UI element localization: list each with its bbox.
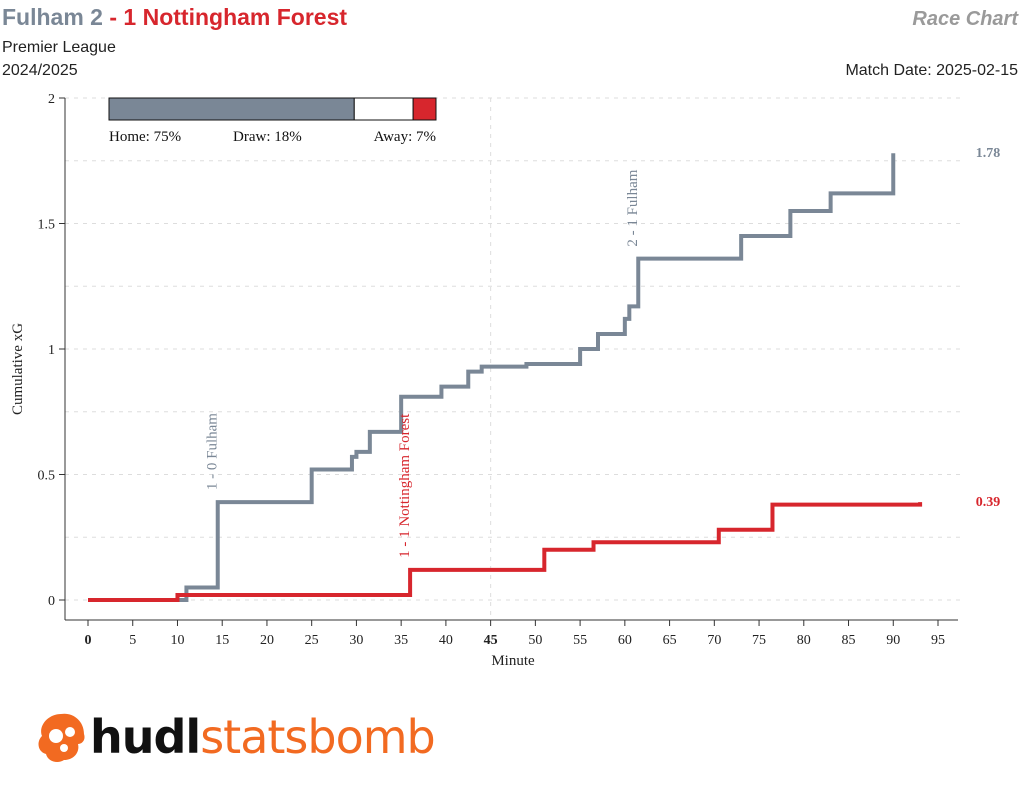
away-score: 1	[123, 4, 137, 30]
y-tick-label: 1	[48, 343, 55, 358]
x-tick-label: 45	[484, 633, 498, 648]
x-tick-label: 20	[260, 633, 274, 648]
x-tick-label: 55	[573, 633, 587, 648]
x-tick-label: 95	[931, 633, 945, 648]
x-tick-label: 90	[886, 633, 900, 648]
y-tick-label: 1.5	[38, 218, 56, 233]
y-tick-label: 0	[48, 594, 55, 609]
match-title: Fulham 2 - 1 Nottingham Forest	[2, 4, 347, 31]
home-xg-line	[88, 153, 896, 602]
x-tick-label: 50	[528, 633, 542, 648]
x-tick-label: 80	[797, 633, 811, 648]
win-prob-home-segment	[108, 97, 355, 121]
win-prob-draw-label: Draw: 18%	[233, 129, 302, 145]
match-date: Match Date: 2025-02-15	[845, 62, 1018, 79]
logo-wordmark: hudlstatsbomb	[90, 706, 436, 768]
away-xg-line	[88, 502, 923, 602]
x-tick-label: 60	[618, 633, 632, 648]
statsbomb-logo-icon	[38, 713, 85, 762]
x-tick-label: 85	[842, 633, 856, 648]
chart-type-label: Race Chart	[912, 8, 1018, 30]
race-chart: 00.511.520 5 10 15 20 25 30 35 40 45 50 55 60 65 70 75 8…	[10, 92, 1001, 669]
win-prob-home-label: Home: 75%	[109, 129, 181, 145]
x-tick-label: 0	[85, 633, 92, 648]
away-final-xg-label: 0.39	[976, 495, 1001, 510]
y-tick-label: 0.5	[38, 469, 56, 484]
x-tick-label: 65	[663, 633, 677, 648]
x-tick-label: 40	[439, 633, 453, 648]
goal-annotation: 2 - 1 Fulham	[625, 169, 641, 246]
win-prob-draw-segment	[353, 97, 414, 121]
home-team-name: Fulham	[2, 4, 84, 30]
win-prob-away-segment	[412, 97, 437, 121]
x-tick-label: 5	[129, 633, 136, 648]
goal-annotation: 1 - 0 Fulham	[205, 413, 221, 490]
score-separator: -	[109, 4, 118, 30]
x-axis-title: Minute	[491, 653, 535, 669]
win-prob-away-label: Away: 7%	[374, 129, 436, 145]
x-tick-label: 15	[215, 633, 229, 648]
y-axis-title: Cumulative xG	[10, 323, 26, 415]
x-tick-label: 75	[752, 633, 766, 648]
logo-word-statsbomb: statsbomb	[200, 710, 436, 764]
away-team-name: Nottingham Forest	[142, 4, 348, 30]
brand-logo: hudlstatsbomb	[34, 706, 436, 776]
x-tick-label: 25	[305, 633, 319, 648]
x-tick-label: 30	[349, 633, 363, 648]
home-score: 2	[90, 4, 103, 30]
x-tick-label: 35	[394, 633, 408, 648]
x-tick-label: 10	[170, 633, 184, 648]
goal-annotation: 1 - 1 Nottingham Forest	[397, 413, 413, 558]
x-tick-label: 70	[707, 633, 721, 648]
logo-word-hudl: hudl	[90, 710, 201, 764]
competition-name: Premier League	[2, 39, 116, 56]
home-final-xg-label: 1.78	[976, 146, 1001, 161]
season-label: 2024/2025	[2, 62, 78, 79]
y-tick-label: 2	[48, 92, 55, 107]
